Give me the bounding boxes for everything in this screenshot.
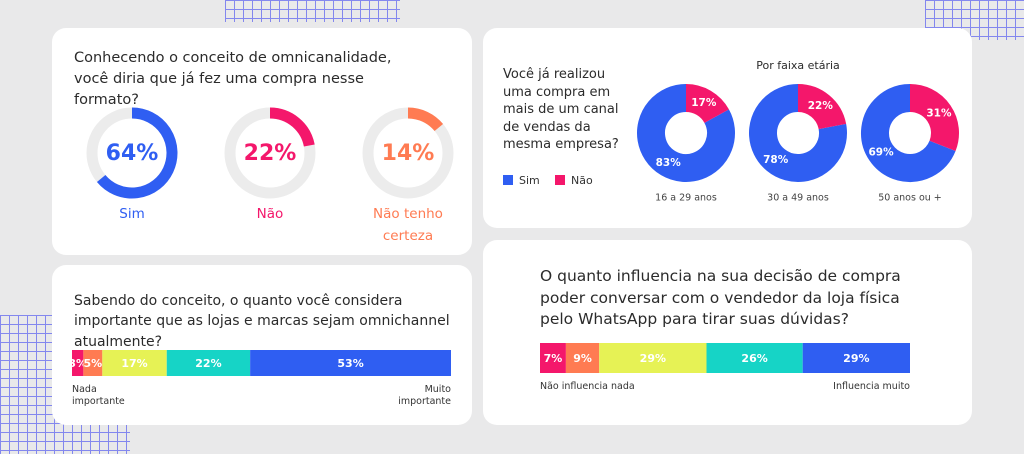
value-label: 78% — [763, 154, 789, 166]
bar-segment — [599, 343, 707, 373]
bar-segment — [565, 343, 600, 373]
gauge-arc — [269, 107, 315, 147]
value-label: 7% — [544, 352, 563, 365]
legend-swatch — [555, 175, 565, 185]
value-label: 69% — [868, 147, 894, 159]
value-label: 22% — [195, 357, 221, 370]
value-label: 9% — [573, 352, 592, 365]
value-label: 26% — [741, 352, 767, 365]
chart-title: O quanto influencia na sua decisão de co… — [540, 267, 901, 329]
value-label: 22% — [808, 100, 834, 112]
bar-segment — [802, 343, 910, 373]
chart: 83% 17% 16 a 29 anos 78% 22% 30 a 49 anos 69% 3… — [503, 84, 959, 204]
category-label: Não — [256, 206, 284, 222]
value-label: 31% — [926, 107, 952, 119]
scale-label: Não influencia nada — [540, 381, 635, 392]
value-label: 14% — [382, 141, 435, 166]
scale-label: Influencia muito — [833, 381, 910, 392]
donut-segment — [685, 84, 729, 124]
donut-segment — [909, 84, 959, 152]
card: 7% 9% 29% 26% 29% O quanto influencia na sua… — [483, 240, 972, 425]
gauge-arc — [96, 107, 178, 199]
chart-title: Conhecendo o conceito de omnicanalidade,… — [74, 50, 392, 109]
value-label: 3% — [68, 357, 87, 370]
legend-label: Não — [571, 174, 593, 187]
bar-segment — [250, 350, 451, 376]
donut-segment — [861, 84, 956, 182]
value-label: 22% — [244, 141, 297, 166]
decor-grid — [225, 0, 400, 22]
value-label: 17% — [691, 97, 717, 109]
donut-segment — [797, 84, 847, 130]
bar-segment — [72, 350, 84, 376]
bar-segment — [540, 343, 566, 373]
legend-swatch — [503, 175, 513, 185]
value-label: 29% — [640, 352, 666, 365]
value-label: 5% — [84, 357, 103, 370]
value-label: 53% — [337, 357, 363, 370]
bar-segment — [166, 350, 251, 376]
scale-label: Muito importante — [398, 384, 451, 408]
chart-title: Sabendo do conceito, o quanto você consi… — [74, 293, 450, 350]
chart-subtitle: Por faixa etária — [756, 59, 840, 72]
chart: 64% 22% 14% — [86, 107, 454, 199]
category-label: Não tenho certeza — [373, 206, 443, 244]
bar-segment — [102, 350, 167, 376]
value-label: 29% — [843, 352, 869, 365]
donut-segment — [749, 84, 847, 182]
value-label: 64% — [106, 141, 159, 166]
chart: 7% 9% 29% 26% 29% — [540, 343, 910, 373]
category-label: 30 a 49 anos — [767, 193, 829, 204]
donut-segment — [637, 84, 735, 182]
value-label: 17% — [121, 357, 147, 370]
value-label: 83% — [656, 157, 682, 169]
chart: 3%5% 17% 22% 53% — [68, 350, 451, 376]
card: 83% 17% 16 a 29 anos 78% 22% 30 a 49 anos 69% 3… — [483, 28, 972, 228]
chart-title: Você já realizou uma compra em mais de u… — [503, 67, 619, 153]
card: 3% 5% 17% 22% 53% Sabendo do conceito, o qua… — [52, 265, 472, 425]
gauge-arc — [407, 107, 444, 132]
scale-label: Nada importante — [72, 384, 125, 408]
card: 64% 22% 14% Conhecendo o conceito de omnic… — [52, 28, 472, 255]
category-label: 50 anos ou + — [878, 193, 942, 204]
bar-segment — [83, 350, 103, 376]
category-label: 16 a 29 anos — [655, 193, 717, 204]
legend-label: Sim — [519, 174, 540, 187]
bar-segment — [706, 343, 803, 373]
category-label: Sim — [119, 206, 145, 222]
